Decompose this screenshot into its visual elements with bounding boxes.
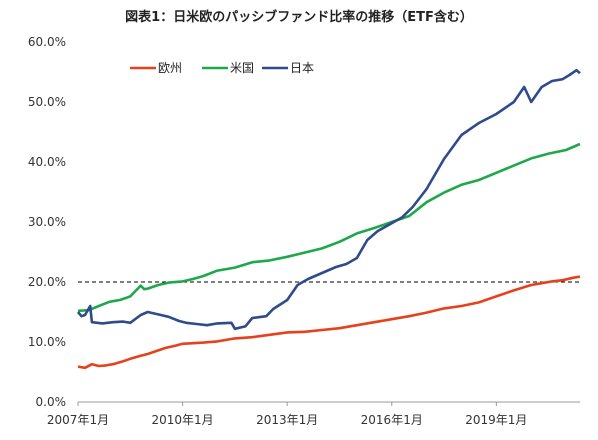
x-tick-label: 2019年1月 bbox=[465, 413, 527, 427]
chart-title: 図表1：日米欧のパッシブファンド比率の推移（ETF含む） bbox=[125, 10, 473, 25]
series-line-3 bbox=[77, 68, 581, 331]
y-tick-label: 40.0% bbox=[28, 155, 66, 169]
series-line-1 bbox=[77, 275, 581, 370]
x-tick-label: 2013年1月 bbox=[256, 413, 318, 427]
y-tick-label: 60.0% bbox=[28, 35, 66, 49]
y-tick-label: 0.0% bbox=[36, 395, 67, 409]
x-tick-label: 2016年1月 bbox=[361, 413, 423, 427]
legend-label-3: 日本 bbox=[290, 61, 314, 75]
y-tick-label: 20.0% bbox=[28, 275, 66, 289]
legend-label-2: 米国 bbox=[230, 61, 254, 75]
y-tick-label: 30.0% bbox=[28, 215, 66, 229]
series-line-2 bbox=[77, 142, 581, 313]
legend-label-1: 欧州 bbox=[158, 61, 182, 75]
x-tick-label: 2007年1月 bbox=[47, 413, 109, 427]
x-tick-label: 2010年1月 bbox=[151, 413, 213, 427]
y-tick-label: 50.0% bbox=[28, 95, 66, 109]
y-tick-label: 10.0% bbox=[28, 335, 66, 349]
